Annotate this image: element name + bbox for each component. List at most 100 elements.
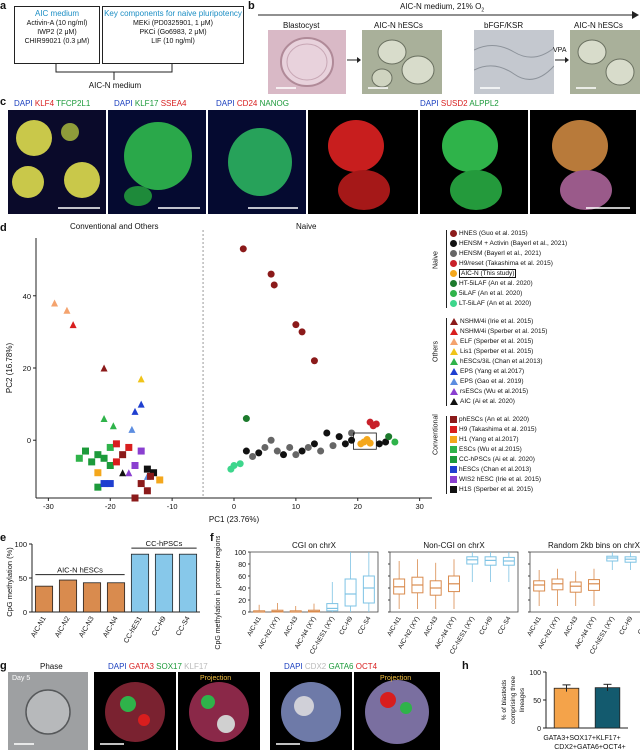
legend-label: Lis1 (Sperber et al. 2015): [460, 348, 534, 356]
scatter-point: [75, 454, 83, 462]
y-tick-label: 100: [234, 550, 246, 557]
box-panel-title: CGI on chrX: [292, 541, 337, 550]
legend-item: HENSM (Bayerl et al., 2021): [450, 250, 541, 258]
panel-label-b: b: [248, 0, 255, 12]
scatter-point: [156, 476, 164, 484]
y-tick-label: 40: [23, 292, 31, 301]
legend-label: LT-5iLAF (An et al. 2020): [459, 300, 532, 308]
panel-c-title-4: DAPI SUSD2 ALPPL2: [420, 99, 499, 108]
y-axis-label: % of blastoids: [501, 679, 508, 720]
scatter-point: [366, 439, 374, 447]
day-label: Day 5: [12, 675, 31, 682]
box-body: [344, 578, 357, 607]
y-tick-label: 0: [242, 610, 246, 617]
scatter-point: [329, 442, 337, 450]
legend-marker: [450, 260, 457, 267]
x-tick-label: AIC-N3: [283, 615, 300, 637]
aic-n-hescs-image-2: [570, 30, 640, 94]
box-panel-title: Random 2kb bins on chrX: [548, 541, 640, 550]
aic-item-1: Activin-A (10 ng/ml): [26, 20, 88, 27]
x-tick-label: CC-S4: [175, 615, 192, 637]
scatter-point: [125, 443, 133, 451]
legend-label: NSHM/4i (Irie et al. 2015): [460, 318, 534, 326]
scatter-point: [348, 436, 356, 444]
scatter-point: [63, 306, 71, 314]
aic-n-highlight-box: [353, 432, 377, 450]
group-label: AIC-N hESCs: [57, 566, 103, 575]
scatter-point: [391, 438, 399, 446]
gata3-sox17-projection: Projection: [178, 672, 260, 750]
legend-item: NSHM/4i (Irie et al. 2015): [450, 318, 533, 326]
legend-item: HENSM + Activin (Bayerl et al., 2021): [450, 240, 567, 248]
legend-marker: [450, 270, 457, 277]
region-conventional: Conventional and Others: [70, 222, 159, 231]
legend-item: NSHM/4i (Sperber et al. 2015): [450, 328, 547, 336]
scatter-point: [323, 429, 331, 437]
h-category-1: GATA3+SOX17+KLF17+: [543, 735, 620, 742]
aic-item-3: CHIR99021 (0.3 μM): [24, 38, 90, 45]
legend-marker: [450, 338, 458, 345]
y-axis-label: CpG methylation in promoter regions (%): [215, 536, 222, 650]
alppl2-image: [420, 110, 528, 214]
pca-legend: HNES (Guo et al. 2015) HENSM + Activin (B…: [433, 230, 638, 520]
box-panel-frame: [389, 551, 519, 613]
legend-item: H9/reset (Takashima et al. 2015): [450, 260, 553, 268]
scatter-point: [335, 433, 343, 441]
box-panel-frame: [249, 551, 379, 613]
legend-label: H9/reset (Takashima et al. 2015): [459, 260, 553, 268]
legend-group-bracket: [446, 318, 447, 406]
naive-item-3: LIF (10 ng/ml): [151, 38, 195, 45]
legend-marker: [450, 466, 457, 473]
scatter-point: [137, 400, 145, 408]
scatter-point: [280, 451, 287, 459]
scatter-point: [255, 449, 263, 457]
bar: [553, 687, 580, 729]
legend-item: EPS (Gao et al. 2019): [450, 378, 524, 386]
panel-c-title-3: DAPI CD24 NANOG: [216, 99, 289, 108]
bar: [58, 579, 78, 613]
scatter-point: [236, 460, 244, 468]
scatter-point: [304, 443, 312, 451]
box-body: [588, 579, 600, 591]
x-tick-label: AIC-N1: [246, 615, 263, 637]
legend-marker: [450, 368, 458, 375]
legend-label: EPS (Yang et al.2017): [460, 368, 525, 376]
legend-marker: [450, 426, 457, 433]
scatter-point: [372, 420, 380, 428]
box-body: [326, 603, 339, 612]
methylation-box-plots: CpG methylation in promoter regions (%) 0…: [215, 536, 640, 656]
legend-label: HENSM + Activin (Bayerl et al., 2021): [459, 240, 568, 248]
bfgf-ksr-image: [474, 30, 554, 94]
y-tick-label: 20: [238, 598, 246, 605]
legend-label: H1 (Yang et al.2017): [459, 436, 519, 444]
aic-medium-title: AIC medium: [34, 9, 79, 18]
legend-marker: [450, 250, 457, 257]
legend-item: CC-hPSCs (Ai et al. 2020): [450, 456, 535, 464]
h-category-2: CDX2+GATA6+OCT4+: [554, 744, 626, 751]
aic-item-2: IWP2 (2 μM): [37, 29, 77, 36]
x-tick-label: CC-hES1: [123, 615, 144, 644]
y-tick-label: 0: [537, 726, 541, 733]
gata3-sox17-image: [94, 672, 176, 750]
arrow-b2: [555, 57, 569, 63]
aic-n-hescs-image-1: [362, 30, 442, 94]
box-body: [569, 581, 582, 593]
scatter-point: [382, 438, 390, 446]
legend-marker: [450, 358, 458, 365]
bar: [594, 687, 621, 729]
bar: [34, 585, 54, 613]
cdx2-gata6-image: [270, 672, 352, 750]
combine-bracket: [55, 63, 173, 80]
scatter-point: [106, 443, 114, 451]
x-tick-label: CC-H9: [478, 615, 494, 636]
klf17-ssea4-image: [108, 110, 206, 214]
scatter-point: [317, 447, 325, 455]
legend-marker: [450, 290, 457, 297]
projection-label-1: Projection: [200, 675, 232, 682]
x-tick-label: -20: [105, 502, 116, 511]
legend-label: ELF (Sperber et al. 2015): [460, 338, 534, 346]
label-aic-n-hescs-2: AIC-N hESCs: [574, 21, 623, 30]
scatter-point: [385, 433, 393, 441]
scatter-point: [131, 462, 139, 469]
legend-item: ELF (Sperber et al. 2015): [450, 338, 533, 346]
